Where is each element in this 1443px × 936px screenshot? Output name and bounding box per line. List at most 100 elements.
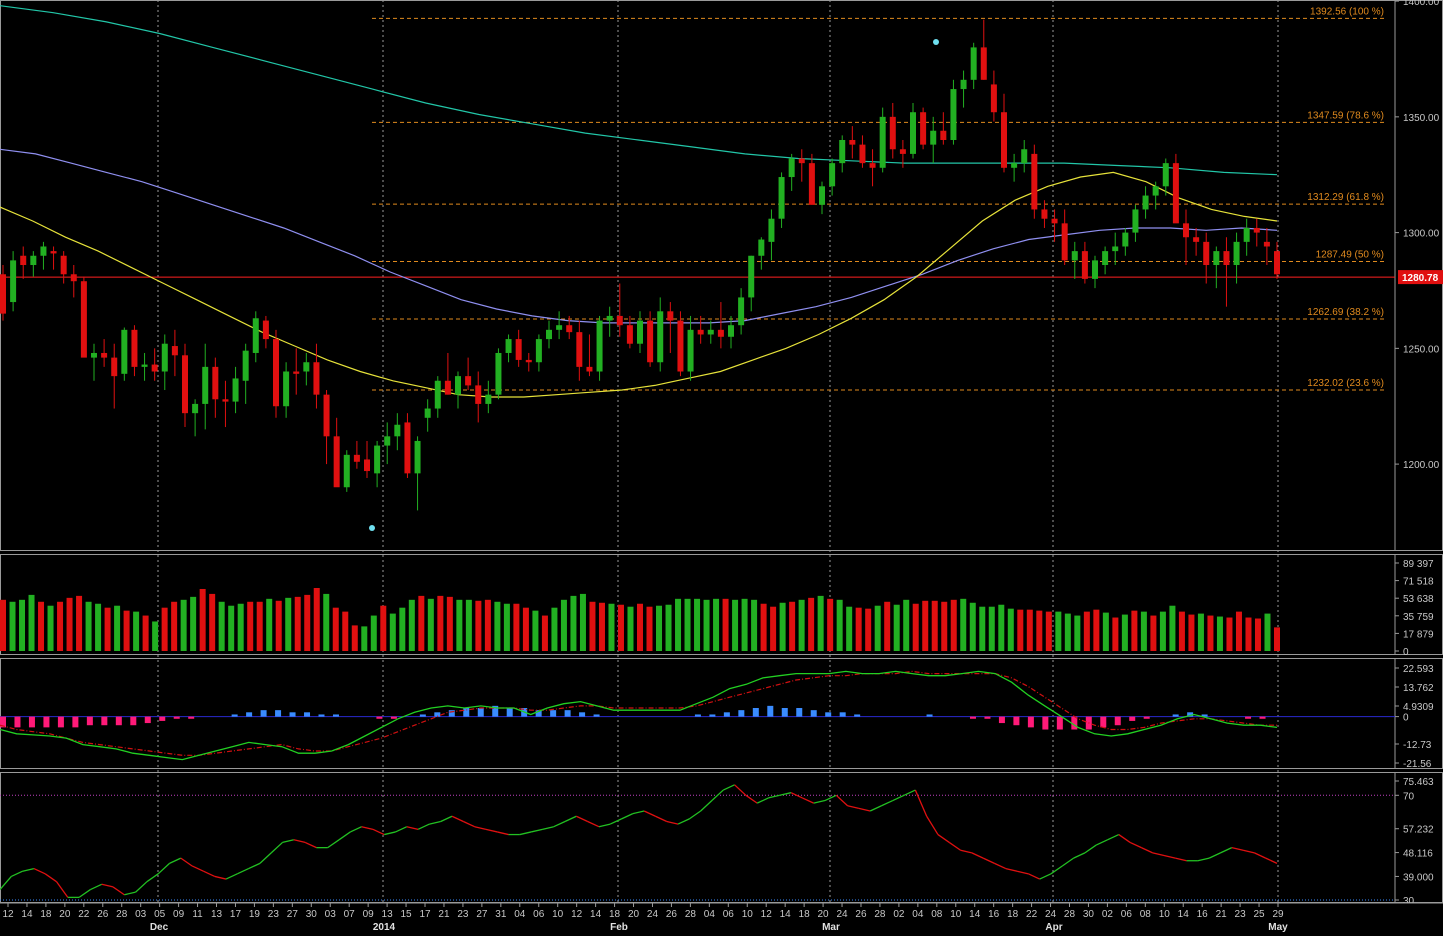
rsi-panel <box>0 784 1395 901</box>
macd-tick-label: 13.762 <box>1403 683 1434 694</box>
rsi-segment <box>1265 857 1278 864</box>
macd-histogram-bar <box>492 705 499 717</box>
volume-bar <box>513 603 520 651</box>
macd-histogram-bar <box>1027 716 1034 728</box>
day-tick-label: 22 <box>1026 909 1038 920</box>
day-tick-label: 24 <box>1045 909 1057 920</box>
day-tick-label: 16 <box>988 909 1000 920</box>
volume-bar <box>522 607 529 651</box>
macd-histogram-bar <box>101 716 108 726</box>
candle-body <box>364 459 370 472</box>
candle-body <box>202 366 209 404</box>
day-tick-label: 07 <box>344 909 356 920</box>
rsi-tick-label: 57.232 <box>1403 825 1434 836</box>
rsi-segment <box>90 883 102 891</box>
volume-bar <box>228 605 235 651</box>
day-tick-label: 04 <box>912 909 924 920</box>
volume-bar <box>361 626 368 651</box>
rsi-segment <box>553 820 566 828</box>
candle-body <box>556 325 563 330</box>
day-tick-label: 23 <box>1235 909 1247 920</box>
volume-bar <box>541 615 548 651</box>
rsi-segment <box>519 831 532 836</box>
macd-histogram-bar <box>1201 714 1208 717</box>
candle-body <box>1061 223 1068 261</box>
candle-body <box>111 357 118 377</box>
rsi-segment <box>237 868 249 875</box>
volume-bar <box>798 599 805 651</box>
candle-body <box>0 274 6 314</box>
volume-bar <box>475 600 482 651</box>
volume-bar <box>484 599 491 651</box>
rsi-segment <box>858 807 871 812</box>
rsi-segment <box>259 852 272 864</box>
candle-body <box>566 325 573 333</box>
volume-bar <box>218 601 225 651</box>
candle-body <box>768 218 775 242</box>
candle-body <box>940 130 947 140</box>
volume-bar <box>551 607 558 651</box>
volume-bar <box>399 607 406 651</box>
rsi-segment <box>1107 833 1120 841</box>
volume-bar <box>912 603 919 651</box>
candle-body <box>444 380 451 395</box>
candle-body <box>859 144 866 164</box>
candle-body <box>485 394 492 404</box>
rsi-segment <box>847 805 860 810</box>
rsi-segment <box>903 789 916 796</box>
volume-bar <box>1093 609 1100 651</box>
candle-body <box>616 315 623 326</box>
rsi-segment <box>1073 852 1086 859</box>
day-tick-label: 26 <box>855 909 867 920</box>
volume-bar <box>161 607 168 651</box>
day-tick-label: 04 <box>514 909 526 920</box>
day-tick-label: 28 <box>685 909 697 920</box>
macd-histogram-bar <box>72 716 79 728</box>
volume-bar <box>808 597 815 651</box>
rsi-segment <box>248 862 261 870</box>
macd-histogram-bar <box>188 716 195 719</box>
macd-histogram-bar <box>246 712 253 717</box>
macd-histogram-bar <box>839 712 846 717</box>
candle-body <box>192 403 199 414</box>
price-tick-label: 1350.00 <box>1403 113 1440 124</box>
rsi-segment <box>214 875 227 880</box>
day-tick-label: 11 <box>192 909 203 920</box>
candle-body <box>101 352 108 358</box>
rsi-segment <box>768 794 780 799</box>
rsi-segment <box>881 799 894 807</box>
volume-bar <box>389 613 396 651</box>
macd-histogram-bar <box>159 716 166 721</box>
day-tick-label: 13 <box>211 909 223 920</box>
candle-body <box>667 311 674 321</box>
candle-body <box>343 454 350 488</box>
rsi-segment <box>609 818 622 825</box>
macd-histogram-bar <box>1259 716 1266 719</box>
volume-bar <box>209 593 216 651</box>
macd-histogram-bar <box>1143 716 1150 719</box>
price-tick-label: 1250.00 <box>1403 344 1440 355</box>
volume-bar <box>1112 617 1119 651</box>
volume-bar <box>598 602 605 651</box>
candle-body <box>515 339 522 360</box>
rsi-segment <box>1084 844 1097 854</box>
macd-line <box>0 670 1278 761</box>
candle-body <box>1011 163 1018 168</box>
candle-body <box>404 422 411 474</box>
candle-body <box>151 364 158 372</box>
rsi-segment <box>711 789 724 802</box>
macd-tick-label: -12.73 <box>1403 740 1432 751</box>
x-axis-band <box>0 903 1443 936</box>
day-tick-label: 14 <box>969 909 981 920</box>
volume-bar <box>1045 611 1052 651</box>
rsi-segment <box>451 815 464 823</box>
volume-bar <box>893 604 900 651</box>
rsi-segment <box>22 867 35 872</box>
volume-bar <box>456 599 463 651</box>
macd-histogram-bar <box>767 705 774 717</box>
macd-tick-label: 4.9309 <box>1403 702 1434 713</box>
volume-bar <box>19 599 26 651</box>
volume-bar <box>285 597 292 651</box>
volume-bar <box>1159 611 1166 651</box>
macd-histogram-bar <box>1071 716 1078 730</box>
